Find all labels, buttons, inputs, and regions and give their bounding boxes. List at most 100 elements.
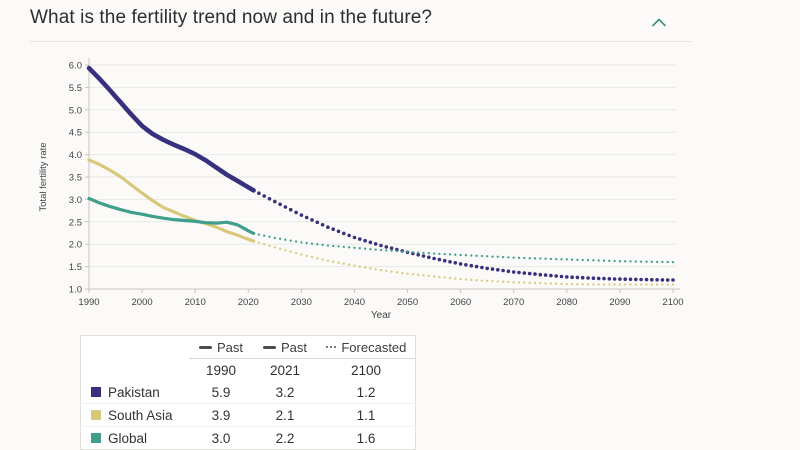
series-forecast-dot-pakistan	[665, 278, 670, 282]
series-forecast-dot-global	[289, 239, 292, 242]
series-forecast-dot-south-asia	[629, 283, 632, 286]
legend-header-cell: Past	[189, 335, 253, 359]
legend-cell: Forecasted	[317, 340, 415, 355]
series-forecast-dot-pakistan	[352, 235, 357, 240]
series-forecast-dot-south-asia	[501, 280, 505, 283]
x-tick-label: 1990	[78, 297, 99, 308]
series-forecast-dot-pakistan	[628, 277, 633, 282]
series-forecast-dot-global	[618, 260, 622, 263]
series-forecast-dot-global	[597, 259, 600, 262]
series-forecast-dot-pakistan	[559, 274, 564, 279]
legend-label: Forecasted	[341, 339, 407, 355]
series-forecast-dot-global	[634, 260, 637, 263]
series-forecast-dot-global	[517, 256, 521, 259]
x-tick-label: 2070	[503, 297, 524, 308]
series-forecast-dot-global	[342, 245, 345, 249]
series-forecast-dot-global	[326, 244, 330, 247]
y-tick-label: 1.0	[69, 285, 82, 296]
series-forecast-dot-pakistan	[326, 225, 330, 229]
series-forecast-dot-pakistan	[384, 245, 389, 249]
series-forecast-dot-pakistan	[432, 256, 436, 261]
collapse-section-button[interactable]	[645, 10, 673, 34]
series-forecast-dot-global	[263, 234, 266, 237]
series-forecast-dot-global	[624, 260, 627, 263]
series-forecast-dot-pakistan	[448, 260, 452, 264]
series-forecast-dot-pakistan	[612, 277, 617, 281]
series-forecast-dot-south-asia	[565, 282, 568, 286]
table-row: South Asia 3.9 2.1 1.1	[80, 403, 416, 427]
series-forecast-dot-global	[427, 252, 430, 255]
series-forecast-dot-pakistan	[288, 207, 293, 212]
series-forecast-dot-pakistan	[623, 277, 627, 281]
series-forecast-dot-pakistan	[267, 197, 272, 201]
x-axis-title: Year	[371, 310, 392, 321]
series-forecast-dot-south-asia	[358, 265, 361, 268]
series-forecast-dot-pakistan	[368, 240, 373, 245]
series-forecast-dot-pakistan	[485, 266, 490, 271]
x-tick-label: 2080	[556, 297, 577, 308]
series-forecast-dot-south-asia	[263, 243, 266, 246]
series-forecast-dot-pakistan	[543, 273, 548, 277]
series-forecast-dot-global	[570, 258, 574, 261]
series-forecast-dot-south-asia	[655, 283, 659, 286]
series-forecast-dot-pakistan	[671, 278, 675, 282]
series-forecast-dot-pakistan	[453, 261, 458, 265]
series-forecast-dot-global	[284, 238, 287, 241]
series-forecast-dot-global	[671, 260, 675, 264]
series-forecast-dot-south-asia	[486, 279, 489, 283]
series-forecast-dot-global	[443, 252, 446, 256]
series-forecast-dot-global	[512, 256, 515, 259]
series-forecast-dot-global	[300, 241, 303, 244]
series-forecast-dot-global	[321, 243, 324, 247]
summary-table-head: Past Past Forecasted 1990 2021 2100	[81, 335, 416, 382]
series-forecast-dot-global	[586, 258, 590, 262]
series-forecast-dot-pakistan	[580, 275, 585, 280]
series-forecast-dot-south-asia	[464, 278, 468, 281]
series-forecast-dot-pakistan	[522, 271, 527, 275]
series-forecast-dot-global	[592, 259, 595, 262]
series-forecast-dot-global	[645, 260, 648, 263]
row-label-wrap: Global	[81, 431, 189, 446]
series-forecast-dot-global	[464, 254, 468, 257]
series-forecast-dot-pakistan	[464, 263, 468, 267]
series-forecast-dot-pakistan	[294, 210, 298, 215]
series-forecast-dot-pakistan	[421, 254, 426, 258]
series-forecast-dot-global	[406, 250, 409, 253]
series-forecast-dot-south-asia	[454, 277, 457, 280]
year-header-cell: 2021	[269, 362, 301, 378]
series-forecast-dot-pakistan	[591, 276, 596, 280]
series-forecast-dot-south-asia	[459, 277, 462, 281]
series-forecast-dot-pakistan	[506, 269, 511, 274]
series-forecast-dot-pakistan	[273, 199, 277, 204]
series-forecast-dot-pakistan	[511, 270, 516, 274]
series-forecast-dot-global	[448, 253, 452, 256]
y-tick-label: 5.5	[69, 83, 82, 94]
x-tick-label: 2030	[291, 297, 312, 308]
series-forecast-dot-pakistan	[437, 257, 442, 262]
series-forecast-dot-south-asia	[475, 279, 478, 282]
series-forecast-dot-south-asia	[448, 276, 452, 280]
series-forecast-dot-south-asia	[507, 280, 510, 284]
series-forecast-dot-pakistan	[655, 278, 659, 282]
series-forecast-dot-south-asia	[528, 281, 531, 284]
series-forecast-dot-global	[358, 247, 361, 250]
series-forecast-dot-global	[385, 249, 388, 252]
series-forecast-dot-south-asia	[353, 264, 356, 267]
series-forecast-dot-pakistan	[458, 262, 463, 266]
series-forecast-dot-pakistan	[358, 237, 362, 241]
series-forecast-dot-south-asia	[273, 246, 276, 249]
series-forecast-dot-south-asia	[560, 282, 563, 286]
series-forecast-dot-south-asia	[581, 283, 584, 286]
series-forecast-dot-south-asia	[533, 281, 537, 285]
series-forecast-dot-south-asia	[369, 267, 372, 270]
series-forecast-dot-global	[294, 240, 298, 243]
series-forecast-dot-pakistan	[660, 278, 665, 282]
year-header-cell: 2100	[350, 362, 382, 378]
series-forecast-dot-south-asia	[406, 272, 409, 275]
series-forecast-dot-global	[576, 258, 579, 261]
series-forecast-dot-pakistan	[607, 277, 612, 281]
series-forecast-dot-global	[608, 259, 611, 263]
row-label-wrap: Pakistan	[81, 385, 189, 400]
series-forecast-dot-global	[480, 254, 484, 258]
